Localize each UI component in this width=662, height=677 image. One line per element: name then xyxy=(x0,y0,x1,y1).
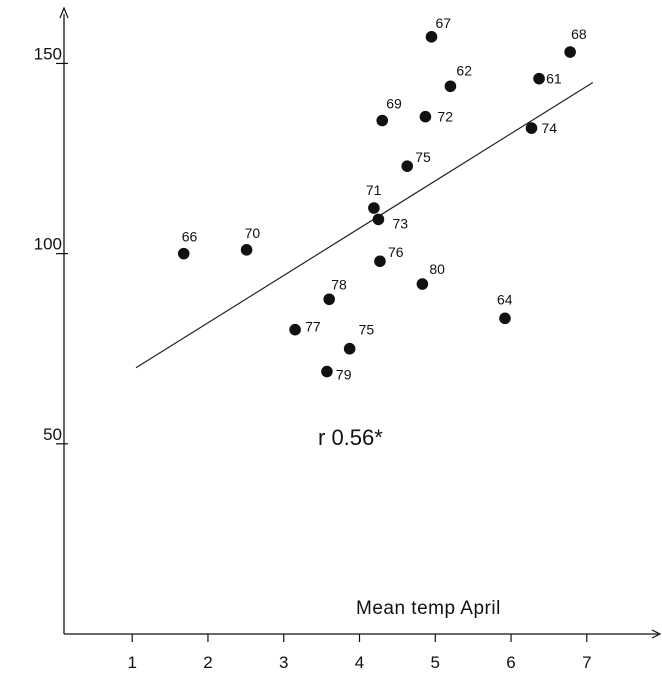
data-point xyxy=(419,110,432,123)
data-point xyxy=(444,80,457,93)
data-point xyxy=(376,114,389,127)
regression-line xyxy=(135,81,594,369)
x-axis-arrow xyxy=(651,629,662,639)
y-ticks: 50 100 150 xyxy=(34,44,68,445)
data-point xyxy=(321,365,333,378)
data-point xyxy=(372,213,385,226)
x-tick-label: 4 xyxy=(355,653,364,672)
point-label: 75 xyxy=(415,149,431,165)
y-axis-arrow xyxy=(59,6,69,19)
point-label: 72 xyxy=(437,109,453,125)
data-point xyxy=(499,312,511,325)
point-label: 76 xyxy=(388,244,404,260)
data-point xyxy=(177,247,190,260)
data-point xyxy=(323,293,335,306)
x-tick-label: 2 xyxy=(203,653,212,672)
point-label: 78 xyxy=(331,276,347,292)
point-label: 74 xyxy=(541,120,557,136)
data-point xyxy=(525,122,538,134)
y-axis xyxy=(59,6,69,634)
correlation-label: r 0.56* xyxy=(318,425,383,450)
point-label: 77 xyxy=(305,319,321,335)
point-label: 64 xyxy=(497,291,513,307)
x-axis-label: Mean temp April xyxy=(356,598,501,619)
point-label: 70 xyxy=(245,225,261,241)
data-point xyxy=(343,342,356,355)
data-point xyxy=(416,278,429,290)
point-label: 66 xyxy=(182,229,198,245)
data-point xyxy=(425,31,438,43)
point-label: 67 xyxy=(435,15,451,31)
data-point xyxy=(564,46,576,58)
data-point xyxy=(533,72,545,85)
x-axis xyxy=(64,629,662,639)
point-label: 79 xyxy=(336,367,352,383)
x-tick-label: 3 xyxy=(279,653,288,672)
data-point xyxy=(368,202,380,214)
x-tick-label: 6 xyxy=(506,653,515,672)
x-tick-label: 7 xyxy=(582,653,591,672)
point-label: 62 xyxy=(456,62,472,78)
point-label: 69 xyxy=(386,96,402,112)
correlation-annotation: r 0.56* xyxy=(318,425,383,450)
data-point xyxy=(401,160,414,172)
x-tick-label: 1 xyxy=(127,653,136,672)
y-tick-label: 100 xyxy=(34,235,62,254)
data-point xyxy=(374,255,386,268)
point-label: 61 xyxy=(546,71,562,87)
data-points: 66 70 77 78 79 75 71 73 76 69 75 72 80 67 62 64 74 61 68 xyxy=(177,15,587,383)
point-label: 71 xyxy=(366,182,382,198)
point-label: 73 xyxy=(392,215,408,231)
y-tick-label: 50 xyxy=(43,425,62,444)
data-point xyxy=(240,244,253,256)
data-point xyxy=(289,323,301,336)
point-label: 75 xyxy=(359,322,375,338)
y-tick-label: 150 xyxy=(34,44,62,63)
x-ticks: 1 2 3 4 5 6 7 xyxy=(127,634,592,672)
point-label: 68 xyxy=(571,26,587,42)
point-label: 80 xyxy=(429,261,445,277)
x-tick-label: 5 xyxy=(431,653,440,672)
